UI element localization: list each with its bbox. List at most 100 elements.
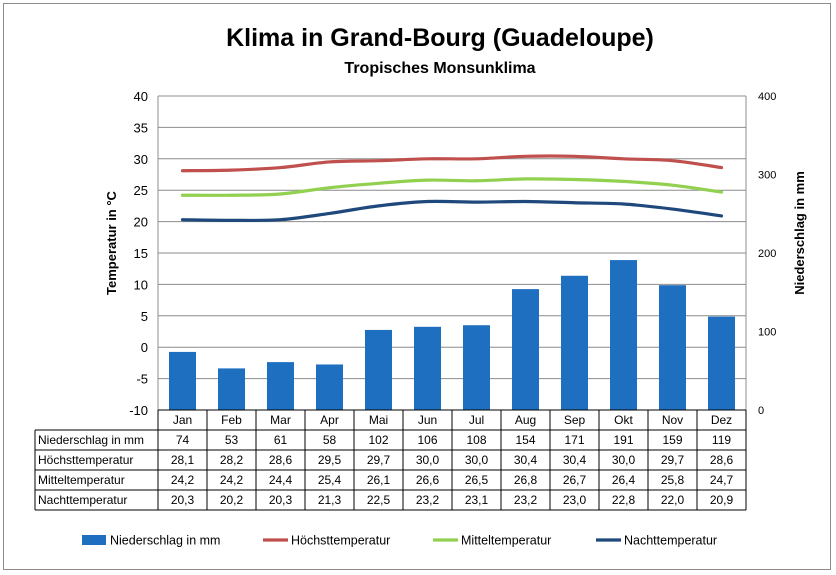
y-left-tick-label: 10 — [134, 277, 148, 292]
y-left-tick-label: 5 — [141, 309, 148, 324]
x-tick-label: Mai — [369, 413, 388, 427]
y-right-tick-label: 100 — [758, 327, 776, 339]
table-cell-value: 26,5 — [465, 473, 489, 487]
table-cell-value: 159 — [662, 433, 682, 447]
legend-label: Niederschlag in mm — [110, 534, 220, 548]
table-cell-value: 26,6 — [416, 473, 440, 487]
table-cell-value: 28,6 — [710, 453, 734, 467]
table-cell-value: 106 — [417, 433, 437, 447]
table-cell-value: 102 — [368, 433, 388, 447]
table-cell-value: 24,7 — [710, 473, 734, 487]
table-cell-value: 20,2 — [220, 493, 244, 507]
y-left-tick-label: 15 — [134, 246, 148, 261]
x-tick-label: Nov — [662, 413, 683, 427]
table-cell-value: 21,3 — [318, 493, 342, 507]
x-tick-label: Okt — [614, 413, 633, 427]
legend-label: Nachttemperatur — [624, 534, 717, 548]
y-left-tick-label: -5 — [136, 372, 148, 387]
table-cell-value: 30,0 — [612, 453, 636, 467]
x-tick-label: Apr — [320, 413, 339, 427]
table-cell-value: 191 — [613, 433, 633, 447]
y-left-tick-label: 20 — [134, 215, 148, 230]
x-tick-label: Aug — [515, 413, 536, 427]
table-cell-value: 26,4 — [612, 473, 636, 487]
precipitation-bar — [659, 285, 686, 410]
precipitation-bar — [463, 325, 490, 410]
x-tick-label: Mar — [270, 413, 291, 427]
legend-swatch-bar — [82, 535, 106, 545]
table-row-label: Höchsttemperatur — [38, 453, 133, 467]
precipitation-bar — [316, 364, 343, 410]
table-cell-value: 154 — [515, 433, 535, 447]
x-tick-label: Feb — [221, 413, 242, 427]
x-tick-label: Sep — [564, 413, 586, 427]
table-cell-value: 23,2 — [514, 493, 538, 507]
table-cell-value: 26,7 — [563, 473, 587, 487]
table-cell-value: 22,5 — [367, 493, 391, 507]
precipitation-bar — [169, 351, 196, 410]
legend-label: Mitteltemperatur — [461, 534, 551, 548]
y-left-tick-label: 35 — [134, 120, 148, 135]
table-cell-value: 26,1 — [367, 473, 391, 487]
table-cell-value: 28,6 — [269, 453, 293, 467]
chart-frame — [3, 3, 831, 570]
table-cell-value: 28,1 — [171, 453, 195, 467]
table-cell-value: 58 — [323, 433, 337, 447]
table-cell-value: 30,4 — [514, 453, 538, 467]
legend-label: Höchsttemperatur — [291, 534, 390, 548]
precipitation-bar — [414, 326, 441, 410]
table-cell-value: 24,2 — [220, 473, 244, 487]
table-cell-value: 23,2 — [416, 493, 440, 507]
x-tick-label: Jun — [418, 413, 437, 427]
table-cell-value: 24,2 — [171, 473, 195, 487]
table-row-label: Nachttemperatur — [38, 493, 127, 507]
y-left-tick-label: 30 — [134, 152, 148, 167]
table-cell-value: 20,9 — [710, 493, 734, 507]
y-right-tick-label: 400 — [758, 91, 776, 103]
table-cell-value: 119 — [712, 433, 731, 447]
table-cell-value: 30,4 — [563, 453, 587, 467]
y-right-tick-label: 0 — [758, 405, 764, 417]
table-cell-value: 29,5 — [318, 453, 342, 467]
precipitation-bar — [365, 329, 392, 410]
table-cell-value: 26,8 — [514, 473, 538, 487]
table-cell-value: 74 — [176, 433, 190, 447]
table-cell-value: 24,4 — [269, 473, 293, 487]
table-cell-value: 29,7 — [367, 453, 391, 467]
table-cell-value: 28,2 — [220, 453, 244, 467]
y-right-axis-title: Niederschlag in mm — [792, 171, 807, 295]
table-cell-value: 25,4 — [318, 473, 342, 487]
y-left-tick-label: 25 — [134, 183, 148, 198]
table-cell-value: 61 — [274, 433, 288, 447]
y-left-tick-label: 40 — [134, 89, 148, 104]
table-cell-value: 20,3 — [171, 493, 195, 507]
table-cell-value: 53 — [225, 433, 239, 447]
precipitation-bar — [267, 362, 294, 410]
table-cell-value: 171 — [564, 433, 584, 447]
precipitation-bar — [512, 289, 539, 410]
table-row-label: Niederschlag in mm — [38, 433, 144, 447]
table-cell-value: 25,8 — [661, 473, 685, 487]
precipitation-bar — [610, 260, 637, 410]
table-cell-value: 22,0 — [661, 493, 685, 507]
table-cell-value: 29,7 — [661, 453, 685, 467]
table-cell-value: 30,0 — [416, 453, 440, 467]
precipitation-bar — [561, 275, 588, 410]
table-cell-value: 22,8 — [612, 493, 636, 507]
y-left-tick-label: 0 — [141, 340, 148, 355]
hoechsttemperatur-line — [180, 154, 724, 173]
x-tick-label: Jul — [469, 413, 484, 427]
table-cell-value: 30,0 — [465, 453, 489, 467]
y-right-tick-label: 300 — [758, 170, 776, 182]
table-cell-value: 20,3 — [269, 493, 293, 507]
mitteltemperatur-line — [180, 177, 724, 197]
chart-subtitle: Tropisches Monsunklima — [344, 60, 535, 77]
x-tick-label: Jan — [173, 413, 192, 427]
precipitation-bar — [218, 368, 245, 410]
nachttemperatur-line — [180, 199, 724, 223]
y-left-tick-label: -10 — [129, 403, 148, 418]
chart-title: Klima in Grand-Bourg (Guadeloupe) — [226, 24, 654, 52]
table-cell-value: 108 — [466, 433, 486, 447]
y-right-tick-label: 200 — [758, 248, 776, 260]
